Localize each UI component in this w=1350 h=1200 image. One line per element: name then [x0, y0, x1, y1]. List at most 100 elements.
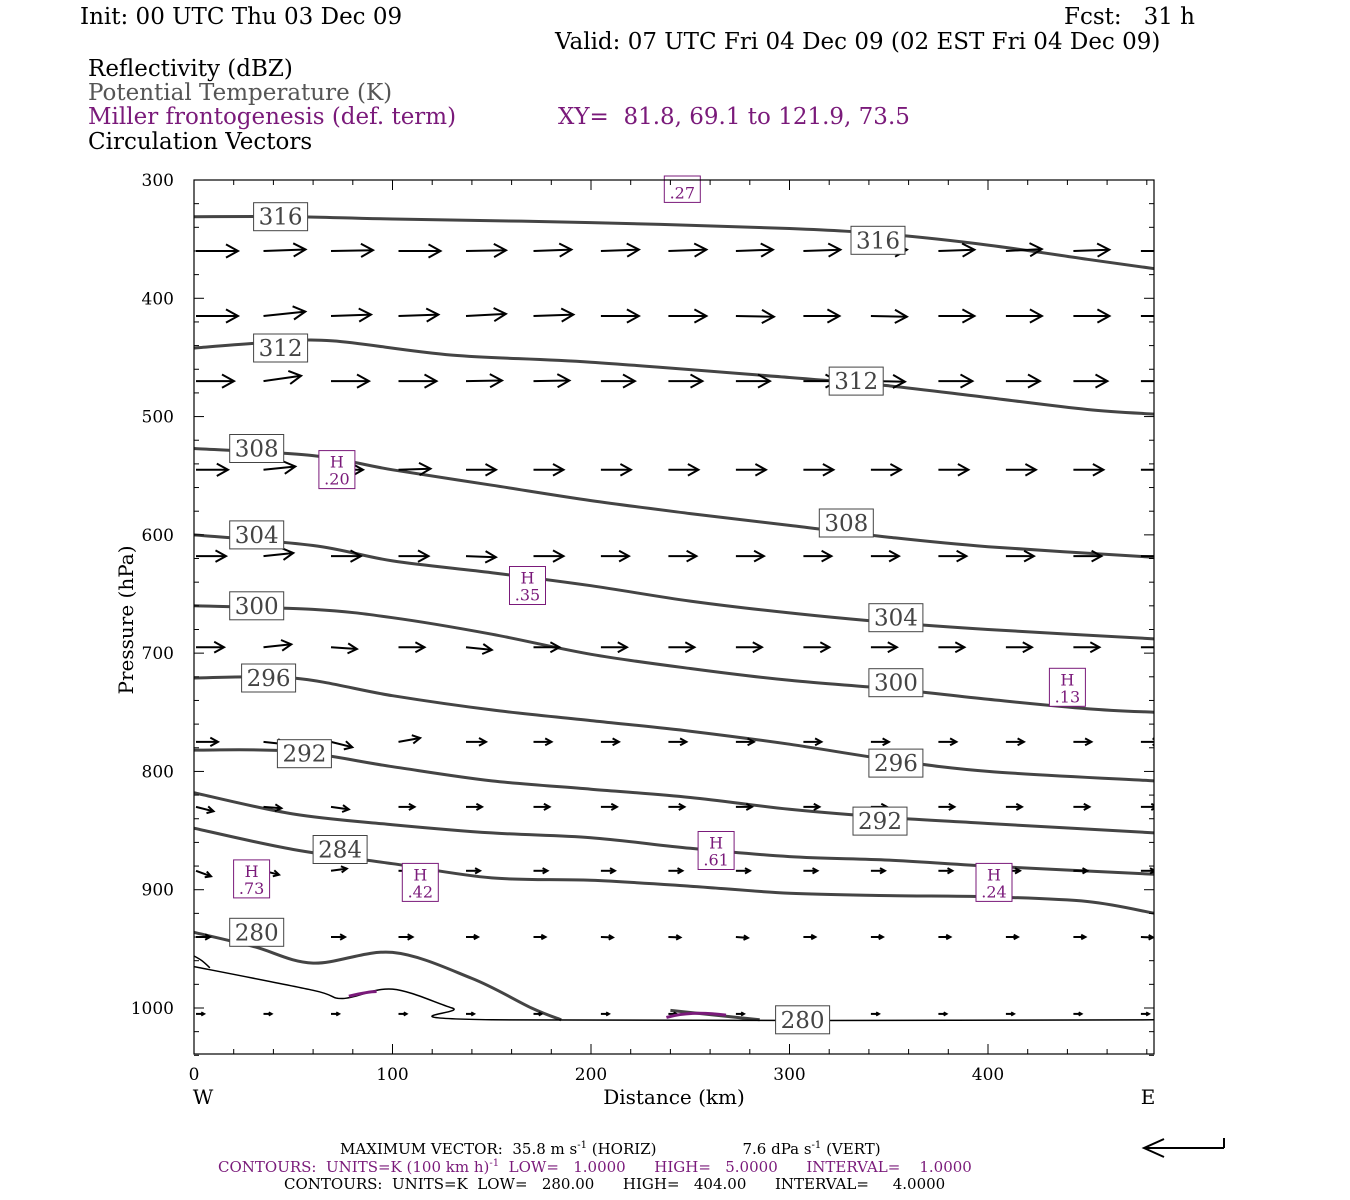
- circulation-vector: [533, 242, 574, 258]
- svg-text:300: 300: [874, 671, 918, 697]
- circulation-vector: [533, 307, 576, 323]
- circulation-vector: [870, 867, 887, 875]
- circulation-vector: [803, 867, 820, 875]
- x-tick-label: 0: [189, 1065, 200, 1085]
- svg-text:.61: .61: [703, 851, 728, 870]
- circulation-vector: [533, 641, 562, 654]
- circulation-vector: [1073, 867, 1090, 875]
- circulation-vector: [330, 242, 376, 258]
- isentrope-300-4: [194, 604, 1154, 714]
- circulation-vector: [466, 802, 485, 811]
- circulation-vector: [533, 867, 550, 875]
- circulation-vector: [735, 737, 756, 747]
- isentrope-label: 312: [253, 333, 309, 363]
- circulation-vector: [735, 242, 775, 258]
- y-tick-label: 900: [142, 881, 174, 901]
- circulation-vector: [735, 1011, 746, 1017]
- circulation-vector: [195, 805, 216, 815]
- circulation-vector: [1140, 315, 1154, 317]
- frontogenesis-contour: [348, 989, 377, 998]
- circulation-vector: [600, 242, 641, 258]
- cross-section-endpoints: XY= 81.8, 69.1 to 121.9, 73.5: [558, 104, 910, 130]
- frontogenesis-shading: [348, 989, 727, 1019]
- circulation-vector: [196, 308, 241, 324]
- circulation-vector: [600, 1011, 611, 1017]
- circulation-vector: [330, 865, 349, 874]
- circulation-vector: [870, 549, 901, 563]
- svg-text:.73: .73: [239, 879, 264, 898]
- circulation-vector: [735, 549, 766, 563]
- x-tick-label: 200: [575, 1065, 607, 1085]
- circulation-vector: [803, 802, 822, 811]
- isentrope-label: 300: [229, 591, 285, 621]
- circulation-vector: [398, 243, 443, 259]
- svg-text:296: 296: [247, 666, 291, 692]
- circulation-vector: [1073, 737, 1094, 747]
- isentrope-label: 308: [229, 434, 285, 463]
- isentrope-304-3: [194, 533, 1154, 641]
- circulation-vector: [600, 308, 641, 324]
- axis-ticks: 300 400 500 600 700 800 900 1000 0 100 200 300 400: [131, 171, 1154, 1085]
- circulation-vector: [1073, 1011, 1084, 1017]
- circulation-vector: [1005, 373, 1042, 389]
- circulation-vector: [668, 242, 709, 258]
- circulation-vector: [668, 737, 689, 747]
- frontogenesis-max: H.24: [975, 862, 1013, 902]
- circulation-vector: [600, 463, 633, 477]
- reference-vector: [1141, 1138, 1225, 1158]
- circulation-vector: [533, 463, 566, 477]
- circulation-vector: [263, 639, 294, 652]
- circulation-vector: [938, 737, 959, 747]
- circulation-vector: [1073, 549, 1104, 563]
- circulation-vector: [196, 243, 241, 259]
- circulation-vector: [398, 462, 433, 477]
- circulation-vector: [870, 933, 885, 941]
- west-label: W: [193, 1085, 214, 1109]
- circulation-vector: [398, 373, 439, 389]
- isentrope-label: 292: [852, 806, 908, 836]
- isentrope-label: 292: [276, 739, 332, 769]
- circulation-vector: [668, 641, 697, 654]
- circulation-vector: [803, 737, 824, 747]
- circulation-vector: [1073, 802, 1092, 811]
- circulation-vector: [1140, 380, 1154, 383]
- circulation-vector: [870, 463, 903, 477]
- circulation-vector: [1140, 1011, 1151, 1017]
- circulation-vector: [466, 737, 489, 747]
- circulation-vector: [803, 463, 836, 477]
- isentrope-label: 296: [868, 748, 924, 778]
- circulation-vector: [668, 308, 709, 324]
- circulation-vector: [1005, 1011, 1016, 1017]
- circulation-vector: [668, 802, 687, 811]
- isentrope-label: 304: [229, 520, 285, 550]
- frontogenesis-max: H.61: [697, 831, 735, 870]
- isentrope-label: 316: [850, 225, 906, 255]
- circulation-vector: [465, 373, 505, 389]
- circulation-vector: [870, 1011, 881, 1017]
- svg-text:H: H: [413, 865, 427, 884]
- circulation-vector: [1073, 308, 1112, 324]
- svg-text:292: 292: [858, 809, 902, 835]
- circulation-vector: [600, 641, 629, 654]
- circulation-vector: [196, 640, 227, 654]
- y-tick-label: 700: [142, 644, 174, 664]
- frontogenesis-max: H.42: [401, 862, 439, 902]
- isentrope-308-2: [194, 447, 1154, 559]
- circulation-vector: [465, 307, 508, 323]
- circulation-vector: [668, 373, 705, 389]
- circulation-vector: [938, 549, 969, 563]
- circulation-vector: [668, 867, 685, 875]
- circulation-vector: [1140, 555, 1154, 558]
- isentrope-label: 308: [818, 508, 874, 538]
- frontogenesis-max: H.73: [233, 859, 271, 899]
- circulation-vector: [870, 737, 891, 747]
- frontogenesis-contour: [666, 1011, 727, 1019]
- circulation-vector: [466, 933, 481, 941]
- circulation-vector: [196, 373, 237, 389]
- svg-text:H: H: [245, 862, 259, 881]
- plot-frame: [193, 179, 1155, 1055]
- circulation-vector: [263, 1011, 274, 1017]
- circulation-vector: [398, 933, 415, 941]
- circulation-vector: [600, 373, 637, 389]
- circulation-vector: [938, 373, 975, 389]
